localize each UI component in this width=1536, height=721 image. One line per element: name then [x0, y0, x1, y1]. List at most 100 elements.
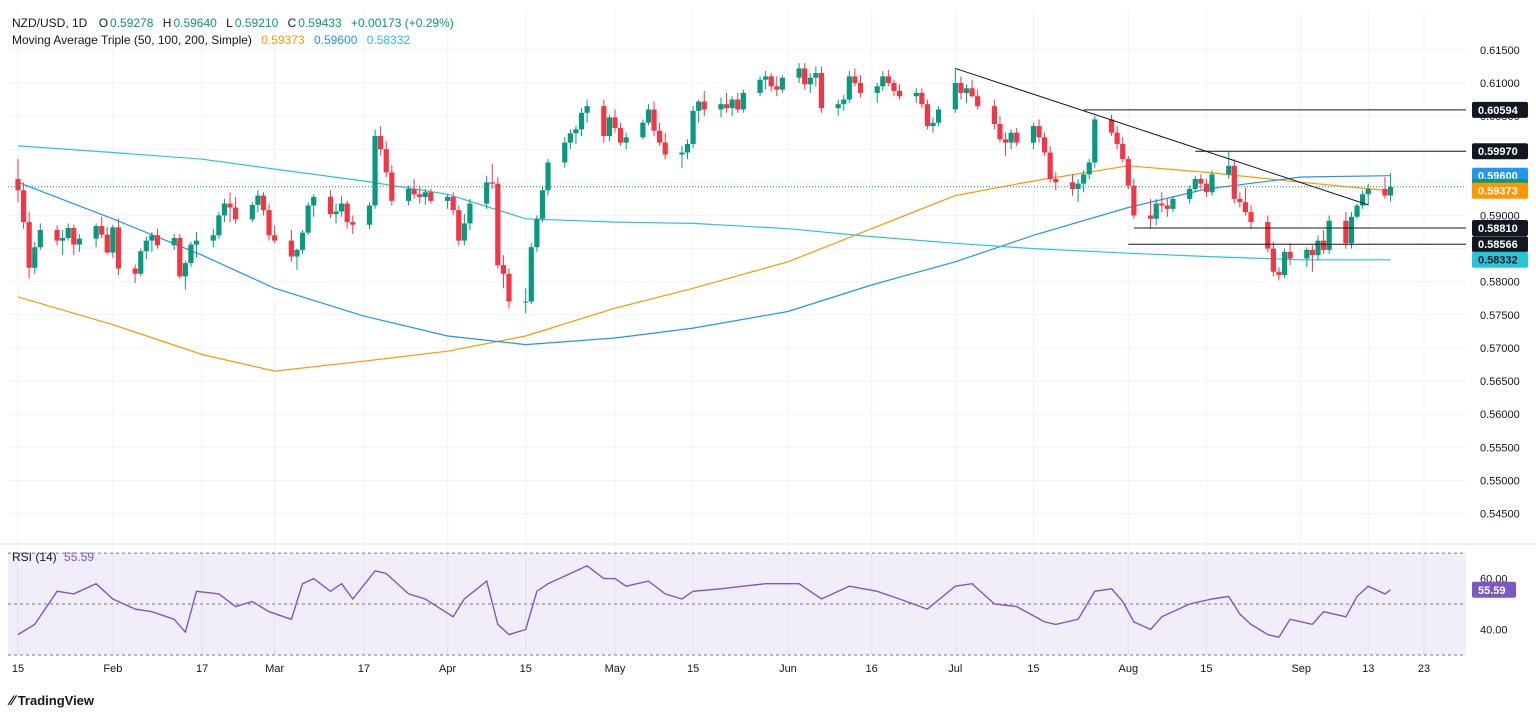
tradingview-logo[interactable]: ⁄∕ TradingView — [10, 692, 94, 708]
x-tick-label: Jun — [779, 663, 797, 675]
candle-body — [1120, 143, 1126, 160]
candle-body — [1081, 174, 1087, 184]
candle-body — [115, 227, 122, 269]
candle-body — [539, 190, 546, 219]
candle-body — [260, 195, 267, 211]
rsi-value-text: 55.59 — [1478, 585, 1506, 597]
rsi-line — [17, 564, 1391, 638]
candle-body — [1047, 152, 1053, 180]
candle-body — [606, 117, 613, 136]
close-label: C — [287, 16, 297, 30]
x-tick-label: 15 — [12, 663, 24, 675]
y-tick-label: 0.59000 — [1480, 210, 1520, 222]
price-label-text: 0.59373 — [1478, 186, 1518, 198]
x-tick-label: 16 — [866, 663, 878, 675]
price-label-tag — [1472, 251, 1528, 268]
candle-body — [37, 230, 43, 248]
price-label-tag — [1472, 143, 1528, 160]
x-tick-label: 15 — [1200, 663, 1212, 675]
y-tick-label: 0.57500 — [1480, 310, 1520, 322]
ma50-line — [17, 165, 1391, 372]
candle-body — [15, 179, 21, 191]
candle-body — [93, 226, 99, 239]
candle-body — [1131, 185, 1137, 216]
candle-body — [857, 82, 864, 93]
rsi-value-tag — [1472, 581, 1516, 598]
y-tick-label: 0.55000 — [1480, 475, 1520, 487]
candle-body — [835, 104, 841, 109]
candle-body — [1164, 205, 1170, 209]
ma100-value: 0.59600 — [314, 33, 358, 47]
candle-body — [428, 192, 434, 201]
y-tick-label: 0.57000 — [1480, 343, 1520, 355]
candle-body — [216, 215, 222, 236]
candle-body — [891, 82, 897, 91]
candle-body — [969, 88, 975, 97]
y-tick-label: 0.58000 — [1480, 277, 1520, 289]
candle-body — [193, 240, 200, 245]
candle-body — [975, 96, 981, 107]
x-tick-label: 13 — [1362, 663, 1374, 675]
candle-body — [584, 106, 590, 113]
candle-body — [221, 203, 228, 216]
candle-body — [645, 109, 652, 123]
candle-body — [852, 76, 858, 83]
candle-body — [896, 90, 903, 97]
x-tick-label: 15 — [687, 663, 699, 675]
candle-body — [662, 142, 668, 155]
candle-body — [249, 204, 255, 220]
x-tick-label: Sep — [1291, 663, 1311, 675]
candle-body — [1203, 183, 1210, 193]
candle-body — [1086, 162, 1092, 175]
x-tick-label: 17 — [358, 663, 370, 675]
candle-body — [729, 99, 735, 109]
candle-body — [378, 135, 384, 150]
candle-body — [383, 149, 389, 173]
candle-body — [372, 135, 378, 206]
candle-body — [188, 244, 194, 264]
candle-body — [132, 268, 138, 274]
candle-body — [952, 82, 958, 110]
candle-body — [149, 235, 155, 241]
ma-title: Moving Average Triple (50, 100, 200, Sim… — [12, 33, 252, 47]
y-tick-label: 0.61500 — [1480, 45, 1520, 57]
change-value: +0.00173 (+0.29%) — [351, 16, 454, 30]
ma200-line — [17, 145, 1391, 261]
candle-body — [272, 235, 278, 241]
candle-body — [1242, 202, 1249, 213]
candle-body — [1265, 222, 1271, 249]
logo-text: TradingView — [17, 693, 95, 708]
candle-body — [1248, 212, 1254, 223]
candle-body — [684, 143, 691, 153]
candle-body — [880, 76, 886, 87]
candle-body — [701, 101, 707, 110]
price-label-text: 0.59970 — [1478, 146, 1518, 158]
candle-body — [138, 251, 144, 274]
price-label-text: 0.58566 — [1478, 239, 1518, 251]
candle-body — [266, 210, 272, 236]
low-value: 0.59210 — [234, 16, 279, 30]
candle-body — [76, 238, 82, 245]
x-tick-label: Feb — [103, 663, 122, 675]
candle-body — [1382, 188, 1388, 196]
candle-body — [210, 235, 216, 241]
y-tick-label: 0.56000 — [1480, 409, 1520, 421]
candle-body — [1170, 198, 1176, 209]
candle-body — [640, 122, 646, 138]
candle-body — [919, 92, 925, 105]
candle-body — [305, 205, 311, 233]
candle-body — [1069, 182, 1076, 189]
candle-body — [1343, 220, 1349, 244]
candle-body — [450, 196, 456, 211]
candle-body — [1360, 194, 1366, 206]
candle-body — [110, 227, 116, 253]
open-value: 0.59278 — [110, 16, 154, 30]
candle-body — [846, 76, 852, 100]
candle-body — [54, 230, 60, 241]
candle-body — [874, 86, 880, 93]
candle-body — [1187, 188, 1193, 199]
candle-body — [294, 249, 300, 257]
x-tick-label: May — [605, 663, 626, 675]
candle-body — [1153, 203, 1159, 219]
